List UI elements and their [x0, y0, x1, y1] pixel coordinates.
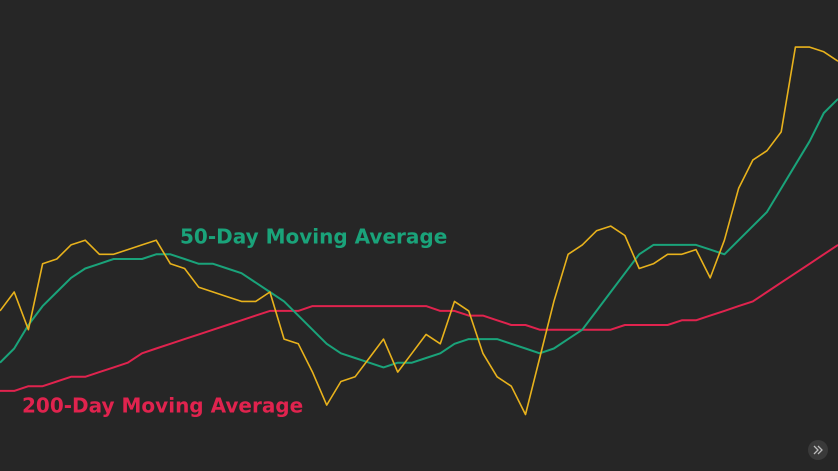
scroll-button[interactable] — [808, 440, 828, 460]
series-line — [0, 98, 838, 369]
series-line — [0, 244, 838, 392]
legend-label: 50-Day Moving Average — [180, 225, 447, 249]
series-line — [0, 46, 838, 416]
legend-label: 200-Day Moving Average — [22, 394, 303, 418]
plot-area — [0, 46, 838, 416]
